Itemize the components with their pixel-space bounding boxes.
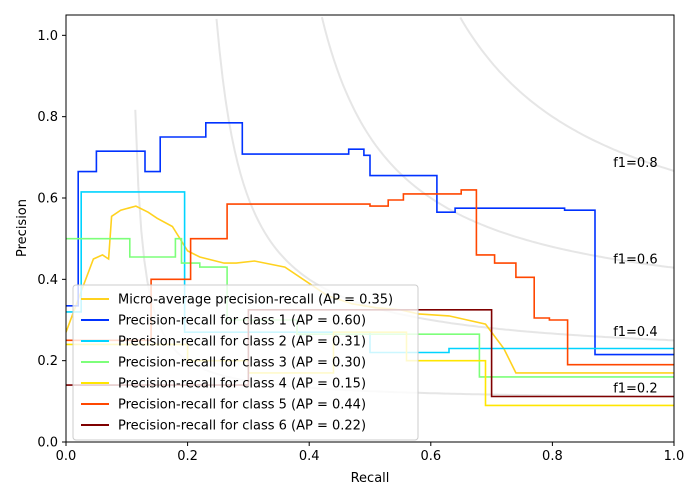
legend-label-2: Precision-recall for class 2 (AP = 0.31): [118, 335, 366, 350]
y-tick-label: 0.0: [37, 436, 58, 451]
iso-f1-curve: [459, 17, 674, 172]
y-tick-label: 0.4: [37, 273, 58, 288]
iso-f1-labels: f1=0.2 f1=0.4 f1=0.6 f1=0.8: [613, 156, 657, 397]
x-tick-label: 0.4: [299, 449, 320, 464]
legend-box: [72, 284, 419, 441]
x-tick-label: 0.8: [542, 449, 563, 464]
iso-f1-label: f1=0.8: [613, 156, 657, 171]
y-axis-label: Precision: [15, 199, 30, 257]
iso-f1-curve: [215, 18, 674, 342]
iso-f1-label: f1=0.2: [613, 382, 657, 397]
y-tick-label: 0.6: [37, 192, 58, 207]
legend-label-4: Precision-recall for class 4 (AP = 0.15): [118, 377, 366, 392]
y-tick-label: 0.2: [37, 354, 58, 369]
y-tick-label: 0.8: [37, 110, 58, 125]
legend-label-1: Precision-recall for class 1 (AP = 0.60): [118, 314, 366, 329]
x-tick-label: 0.0: [56, 449, 77, 464]
series-line-3: [66, 237, 674, 378]
x-tick-label: 0.6: [420, 449, 441, 464]
series-line-5: [66, 189, 674, 366]
legend-label-0: Micro-average precision-recall (AP = 0.3…: [118, 293, 393, 308]
series-line-1: [66, 122, 674, 356]
iso-f1-label: f1=0.6: [613, 253, 657, 268]
series-line-0: [66, 205, 674, 374]
iso-f1-curve: [320, 16, 674, 269]
y-tick-label: 1.0: [37, 29, 58, 44]
plot-frame: [65, 14, 675, 443]
x-axis-label: Recall: [351, 471, 390, 486]
legend: Micro-average precision-recall (AP = 0.3…: [72, 284, 419, 441]
x-tick-label: 1.0: [664, 449, 685, 464]
axes: 0.0 0.2 0.4 0.6 0.8 1.0 0.0 0.2 0.4 0.6 0.8 1.0: [37, 14, 685, 464]
x-tick-label: 0.2: [177, 449, 198, 464]
iso-f1-label: f1=0.4: [613, 325, 657, 340]
legend-label-3: Precision-recall for class 3 (AP = 0.30): [118, 356, 366, 371]
legend-label-5: Precision-recall for class 5 (AP = 0.44): [118, 398, 366, 413]
legend-label-6: Precision-recall for class 6 (AP = 0.22): [118, 419, 366, 434]
